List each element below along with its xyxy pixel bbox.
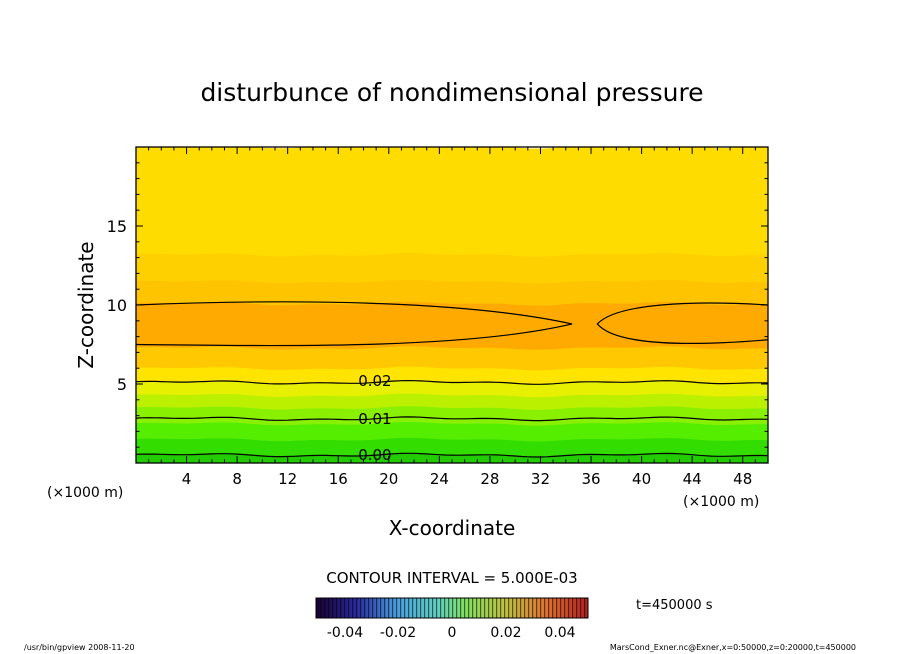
footer-right: MarsCond_Exner.nc@Exner,x=0:50000,z=0:20… bbox=[610, 643, 856, 652]
x-unit-left: (×1000 m) bbox=[47, 485, 123, 501]
contour-line bbox=[596, 302, 768, 344]
heatmap-band bbox=[136, 345, 768, 371]
x-tick-label: 40 bbox=[632, 470, 651, 488]
x-axis-label: X-coordinate bbox=[389, 516, 516, 540]
x-tick-label: 16 bbox=[329, 470, 348, 488]
y-tick-label: 15 bbox=[107, 217, 127, 236]
x-tick-label: 24 bbox=[430, 470, 449, 488]
chart-title: disturbunce of nondimensional pressure bbox=[200, 78, 703, 107]
x-tick-label: 48 bbox=[733, 470, 752, 488]
contour-line bbox=[136, 452, 768, 458]
x-tick-label: 28 bbox=[480, 470, 499, 488]
contour-lines bbox=[136, 301, 768, 458]
y-axis: 5 10 15 bbox=[107, 162, 768, 448]
contour-label: 0.01 bbox=[358, 410, 391, 428]
contour-line bbox=[136, 379, 768, 385]
x-tick-label: 4 bbox=[182, 470, 192, 488]
x-tick-label: 8 bbox=[232, 470, 242, 488]
colorbar-tick-label: 0 bbox=[448, 625, 457, 641]
footer-left: /usr/bin/gpview 2008-11-20 bbox=[24, 643, 135, 652]
heatmap-bands bbox=[136, 147, 768, 463]
colorbar-ticks: -0.04 -0.02 0 0.02 0.04 bbox=[327, 625, 576, 641]
heatmap-band bbox=[136, 279, 768, 306]
colorbar-tick-label: -0.02 bbox=[380, 625, 416, 641]
x-unit-right: (×1000 m) bbox=[683, 494, 759, 510]
contour-line bbox=[136, 416, 768, 422]
x-tick-label: 36 bbox=[581, 470, 600, 488]
heatmap-band bbox=[136, 252, 768, 284]
x-tick-label: 20 bbox=[379, 470, 398, 488]
time-label: t=450000 s bbox=[636, 598, 713, 613]
y-tick-label: 5 bbox=[117, 375, 127, 394]
contour-label: 0.00 bbox=[358, 446, 391, 464]
y-axis-label: Z-coordinate bbox=[74, 241, 98, 368]
colorbar-tick-label: 0.02 bbox=[490, 625, 521, 641]
y-tick-label: 10 bbox=[107, 296, 127, 315]
x-tick-label: 32 bbox=[531, 470, 550, 488]
heatmap-band bbox=[136, 147, 768, 257]
contour-interval-label: CONTOUR INTERVAL = 5.000E-03 bbox=[326, 569, 577, 587]
contour-label: 0.02 bbox=[358, 372, 391, 390]
colorbar-tick-label: 0.04 bbox=[544, 625, 575, 641]
x-axis: 4 8 12 16 20 24 28 32 36 40 44 48 bbox=[148, 147, 756, 488]
heatmap-band bbox=[136, 301, 768, 350]
colorbar bbox=[315, 597, 589, 619]
contour-labels: 0.02 0.01 0.00 bbox=[358, 372, 391, 464]
contour-line bbox=[136, 301, 573, 347]
x-tick-label: 44 bbox=[683, 470, 702, 488]
colorbar-tick-label: -0.04 bbox=[327, 625, 363, 641]
x-tick-label: 12 bbox=[278, 470, 297, 488]
